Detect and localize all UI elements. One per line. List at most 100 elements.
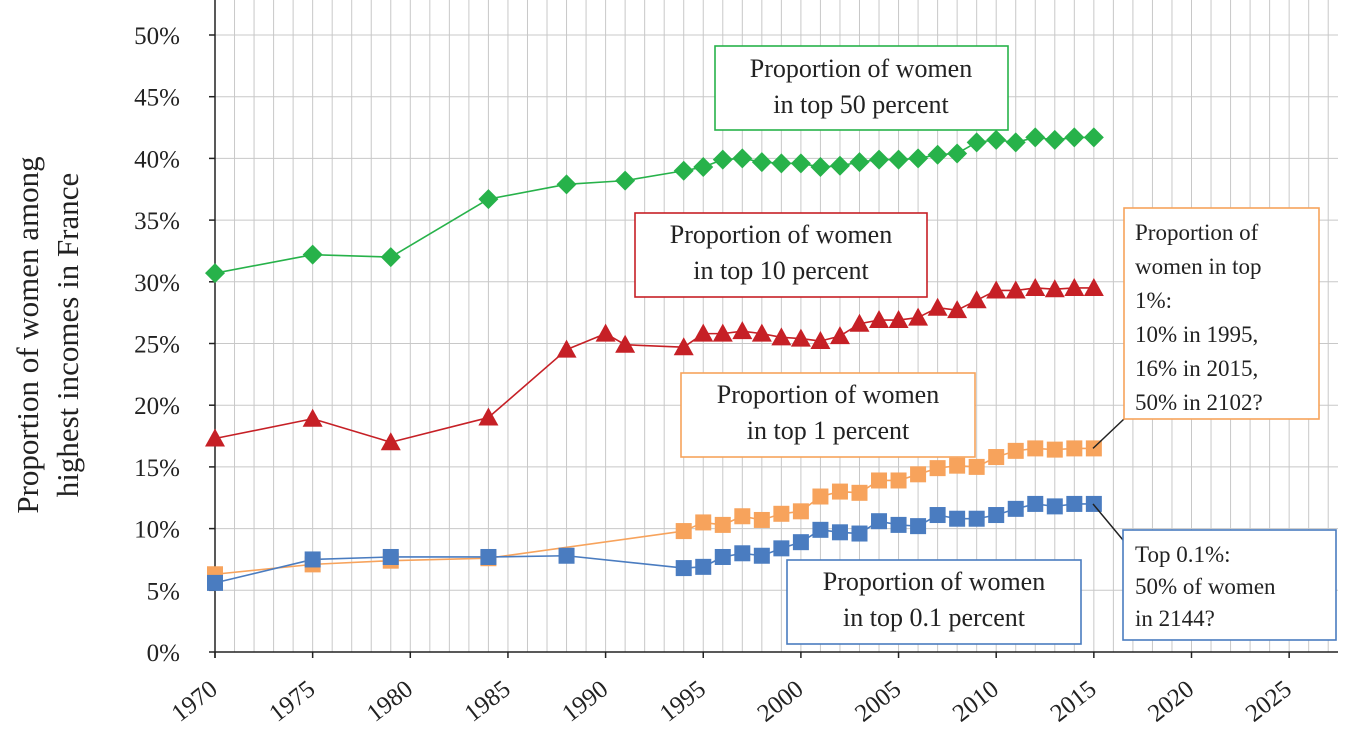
data-point-top10: [615, 334, 636, 353]
data-point-top01: [988, 507, 1005, 524]
data-point-top10: [1005, 280, 1026, 299]
data-point-top01: [382, 548, 399, 565]
annotation-box-top10: [634, 212, 928, 298]
y-tick-label: 40%: [134, 146, 180, 173]
data-point-top50: [810, 157, 831, 178]
y-tick-label: 20%: [134, 393, 180, 420]
data-point-top10: [927, 297, 948, 316]
data-point-top10: [1083, 277, 1104, 296]
data-point-top1: [812, 488, 829, 505]
y-tick-label: 35%: [134, 208, 180, 235]
axes: [209, 0, 1338, 658]
data-point-top1: [929, 460, 946, 477]
annotation-line: women in top: [1135, 254, 1262, 279]
y-axis-label: Proportion of women among highest incomes…: [10, 156, 85, 513]
data-point-top10: [673, 337, 694, 356]
data-point-top01: [968, 510, 985, 527]
data-point-top01: [949, 510, 966, 527]
x-tick-label: 1980: [362, 675, 418, 727]
data-point-top01: [910, 518, 927, 535]
data-point-top1: [831, 483, 848, 500]
data-point-top10: [1044, 279, 1065, 298]
data-point-top01: [831, 524, 848, 541]
data-point-top1: [949, 457, 966, 474]
data-point-top1: [988, 449, 1005, 466]
data-point-top1: [714, 516, 731, 533]
data-point-top50: [693, 157, 714, 178]
data-point-top1: [1046, 441, 1063, 458]
data-point-top10: [478, 407, 499, 426]
data-point-top01: [812, 521, 829, 538]
data-point-top01: [734, 545, 751, 562]
data-point-top10: [751, 323, 772, 342]
annotation-box-top1: [680, 372, 976, 458]
annotation-text-note01: Top 0.1%: 50% of women in 2144?: [1135, 542, 1276, 631]
data-point-top10: [986, 280, 1007, 299]
annotation-line: 10% in 1995,: [1135, 322, 1258, 347]
data-point-top50: [947, 143, 968, 164]
data-point-top50: [712, 149, 733, 170]
x-tick-label: 1995: [655, 675, 711, 727]
data-point-top50: [908, 148, 929, 169]
annotation-line: Proportion of women: [823, 567, 1045, 596]
data-point-top01: [695, 558, 712, 575]
data-point-top50: [927, 144, 948, 165]
data-point-top50: [732, 148, 753, 169]
annotation-line: in top 1 percent: [747, 416, 910, 445]
data-point-top10: [947, 300, 968, 319]
annotation-text-top01: Proportion of women in top 0.1 percent: [823, 567, 1045, 632]
data-point-top50: [849, 152, 870, 173]
note-connector-top01: [1092, 503, 1124, 541]
annotation-line: 50% of women: [1135, 574, 1276, 599]
data-point-top1: [910, 466, 927, 483]
x-tick-label: 1970: [167, 675, 223, 727]
annotation-text-note1: Proportion of women in top 1%: 10% in 1995,…: [1135, 220, 1263, 415]
data-point-top01: [1007, 500, 1024, 517]
x-tick-label: 1975: [264, 675, 320, 727]
data-point-top01: [792, 534, 809, 551]
annotation-line: in top 10 percent: [693, 256, 869, 285]
data-point-top1: [773, 505, 790, 522]
data-point-top10: [380, 432, 401, 451]
data-point-top01: [1027, 495, 1044, 512]
data-point-top10: [302, 408, 323, 427]
y-axis-label-line: highest incomes in France: [50, 173, 85, 498]
data-point-top01: [675, 560, 692, 577]
data-point-top01: [871, 513, 888, 530]
annotation-text-top10: Proportion of women in top 10 percent: [670, 220, 892, 285]
y-tick-label: 25%: [134, 332, 180, 359]
annotation-line: in 2144?: [1135, 606, 1215, 631]
data-point-top01: [773, 540, 790, 557]
data-point-top10: [771, 327, 792, 346]
data-point-top50: [986, 129, 1007, 150]
data-point-top50: [556, 174, 577, 195]
y-tick-label: 30%: [134, 270, 180, 297]
data-point-top10: [810, 331, 831, 350]
data-point-top10: [966, 290, 987, 309]
y-axis-label-line: Proportion of women among: [10, 156, 45, 513]
annotation-line: 16% in 2015,: [1135, 356, 1258, 381]
data-point-top50: [478, 189, 499, 210]
data-point-top1: [695, 514, 712, 531]
data-point-top50: [1025, 127, 1046, 148]
data-point-top10: [849, 313, 870, 332]
x-tick-label: 2015: [1046, 675, 1102, 727]
y-tick-label: 0%: [147, 640, 180, 667]
data-point-top10: [712, 323, 733, 342]
annotation-text-top1: Proportion of women in top 1 percent: [717, 380, 939, 445]
data-point-top10: [790, 328, 811, 347]
data-point-top1: [1007, 442, 1024, 459]
data-point-top50: [771, 153, 792, 174]
data-point-top10: [869, 310, 890, 329]
data-point-top10: [595, 323, 616, 342]
series-markers: [205, 127, 1104, 591]
data-point-top01: [1066, 495, 1083, 512]
data-point-top50: [888, 149, 909, 170]
data-point-top01: [890, 516, 907, 533]
y-tick-label: 15%: [134, 455, 180, 482]
data-point-top1: [753, 511, 770, 528]
x-tick-label: 1985: [460, 675, 516, 727]
data-point-top1: [890, 472, 907, 489]
data-point-top50: [380, 247, 401, 268]
data-point-top50: [869, 149, 890, 170]
